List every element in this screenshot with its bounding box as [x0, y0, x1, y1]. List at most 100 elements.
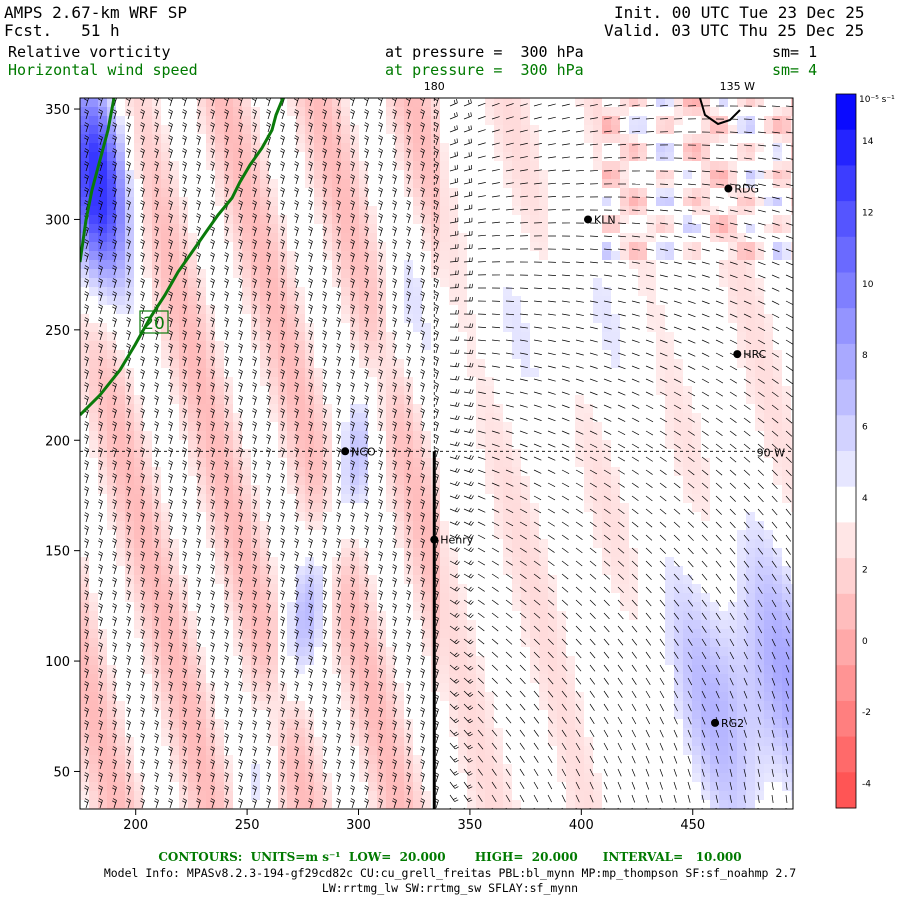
vorticity-cell [152, 341, 162, 351]
vorticity-cell [323, 629, 333, 639]
vorticity-cell [782, 467, 792, 477]
vorticity-cell [701, 629, 711, 639]
vorticity-cell [161, 485, 171, 495]
vorticity-cell [440, 647, 450, 657]
vorticity-cell [332, 638, 342, 648]
vorticity-cell [458, 449, 468, 459]
vorticity-cell [638, 269, 648, 279]
vorticity-cell [278, 116, 288, 126]
vorticity-cell [566, 485, 576, 495]
vorticity-cell [773, 251, 783, 261]
vorticity-cell [368, 494, 378, 504]
vorticity-cell [575, 161, 585, 171]
vorticity-cell [89, 197, 99, 207]
vorticity-cell [656, 503, 666, 513]
vorticity-cell [494, 629, 504, 639]
vorticity-cell [566, 512, 576, 522]
vorticity-cell [746, 440, 756, 450]
vorticity-cell [197, 170, 207, 180]
vorticity-cell [269, 161, 279, 171]
vorticity-cell [674, 323, 684, 333]
vorticity-cell [224, 512, 234, 522]
vorticity-cell [566, 134, 576, 144]
vorticity-cell [206, 593, 216, 603]
vorticity-cell [161, 413, 171, 423]
vorticity-cell [323, 323, 333, 333]
vorticity-cell [593, 494, 603, 504]
vorticity-cell [413, 224, 423, 234]
vorticity-cell [278, 629, 288, 639]
vorticity-cell [485, 314, 495, 324]
vorticity-cell [116, 233, 126, 243]
vorticity-cell [296, 647, 306, 657]
vorticity-cell [539, 332, 549, 342]
vorticity-cell [287, 107, 297, 117]
vorticity-cell [755, 170, 765, 180]
vorticity-cell [287, 422, 297, 432]
vorticity-cell [503, 476, 513, 486]
vorticity-cell [350, 323, 360, 333]
vorticity-cell [458, 413, 468, 423]
vorticity-cell [710, 566, 720, 576]
vorticity-cell [674, 251, 684, 261]
vorticity-cell [368, 116, 378, 126]
vorticity-cell [530, 377, 540, 387]
vorticity-cell [143, 206, 153, 216]
vorticity-cell [224, 125, 234, 135]
vorticity-cell [557, 161, 567, 171]
vorticity-cell [386, 197, 396, 207]
vorticity-cell [611, 593, 621, 603]
vorticity-cell [80, 143, 90, 153]
vorticity-cell [575, 215, 585, 225]
vorticity-cell [611, 314, 621, 324]
vorticity-cell [773, 620, 783, 630]
vorticity-cell [404, 530, 414, 540]
vorticity-cell [755, 197, 765, 207]
vorticity-cell [566, 602, 576, 612]
vorticity-cell [692, 593, 702, 603]
vorticity-cell [179, 548, 189, 558]
vorticity-cell [539, 566, 549, 576]
vorticity-cell [368, 602, 378, 612]
vorticity-cell [764, 224, 774, 234]
vorticity-cell [521, 332, 531, 342]
vorticity-cell [278, 530, 288, 540]
vorticity-cell [539, 251, 549, 261]
vorticity-cell [710, 395, 720, 405]
vorticity-cell [332, 314, 342, 324]
vorticity-cell [206, 278, 216, 288]
vorticity-cell [458, 467, 468, 477]
vorticity-cell [647, 107, 657, 117]
vorticity-cell [377, 566, 387, 576]
vorticity-cell [737, 620, 747, 630]
vorticity-cell [584, 395, 594, 405]
vorticity-cell [782, 476, 792, 486]
vorticity-cell [764, 215, 774, 225]
vorticity-cell [755, 458, 765, 468]
vorticity-cell [404, 485, 414, 495]
vorticity-cell [764, 395, 774, 405]
vorticity-cell [584, 557, 594, 567]
vorticity-cell [458, 269, 468, 279]
vorticity-cell [782, 494, 792, 504]
vorticity-cell [296, 575, 306, 585]
vorticity-cell [305, 539, 315, 549]
vorticity-cell [152, 413, 162, 423]
vorticity-cell [512, 170, 522, 180]
vorticity-cell [521, 368, 531, 378]
vorticity-cell [647, 512, 657, 522]
vorticity-cell [350, 368, 360, 378]
vorticity-cell [134, 359, 144, 369]
vorticity-cell [359, 107, 369, 117]
vorticity-cell [80, 125, 90, 135]
vorticity-cell [674, 314, 684, 324]
vorticity-cell [422, 431, 432, 441]
vorticity-cell [215, 647, 225, 657]
vorticity-cell [665, 647, 675, 657]
vorticity-cell [179, 440, 189, 450]
vorticity-cell [359, 359, 369, 369]
vorticity-cell [278, 647, 288, 657]
vorticity-cell [161, 521, 171, 531]
vorticity-cell [629, 170, 639, 180]
vorticity-cell [413, 440, 423, 450]
